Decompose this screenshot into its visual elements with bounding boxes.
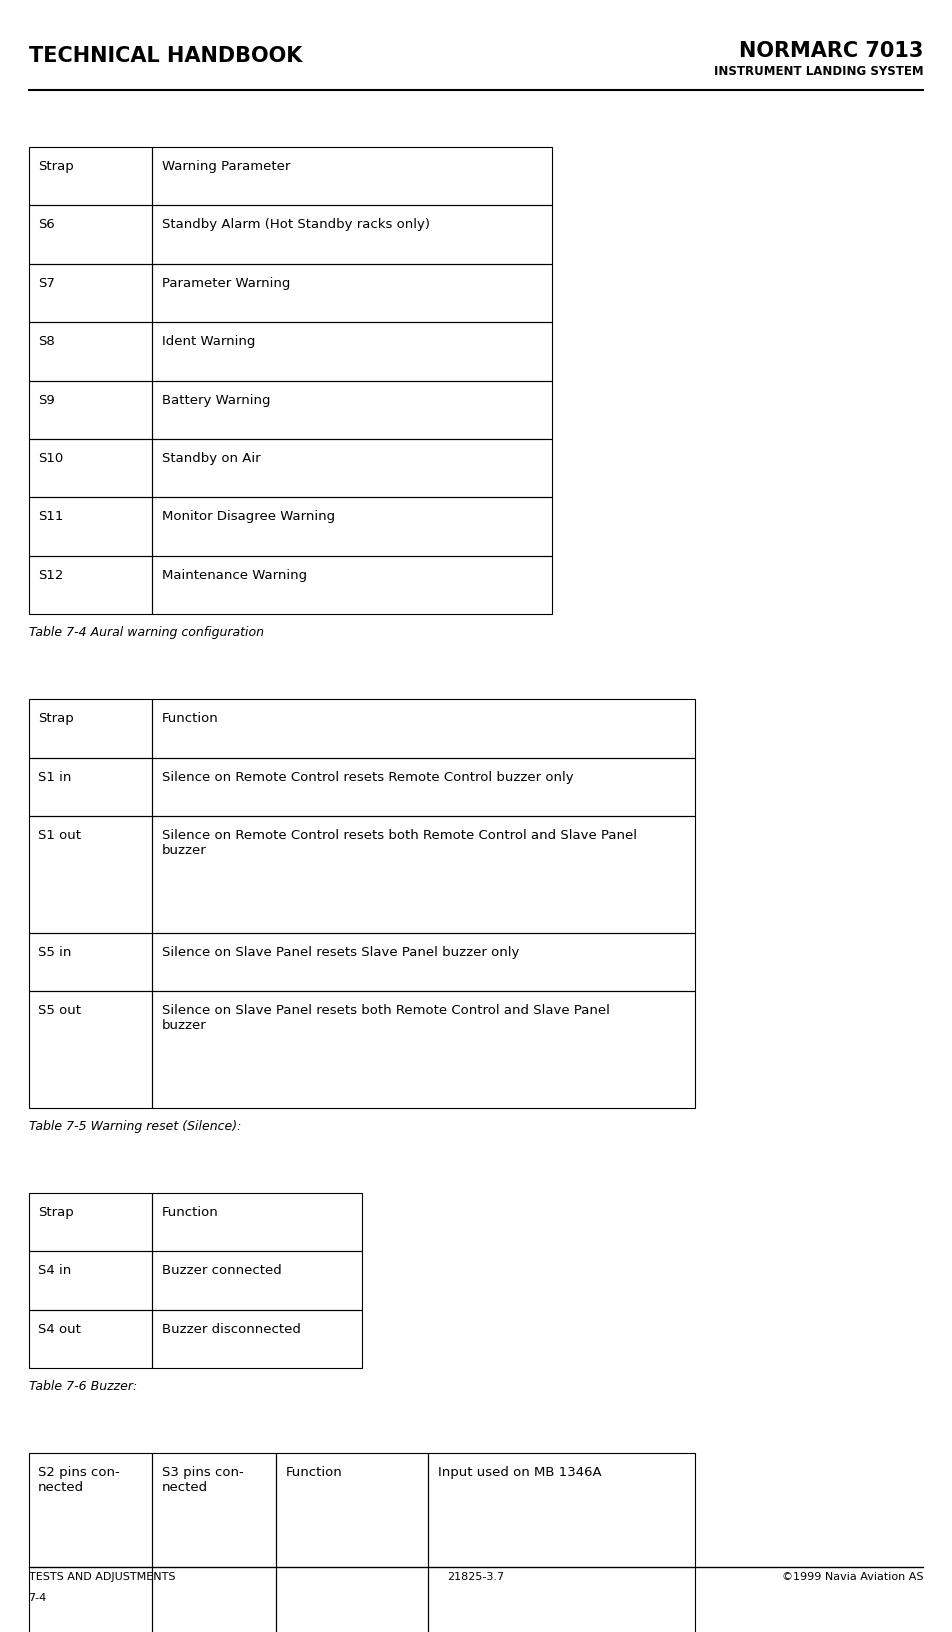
Text: 21825-3.7: 21825-3.7 [447,1572,505,1581]
Text: Buzzer connected: Buzzer connected [162,1265,282,1278]
Text: Maintenance Warning: Maintenance Warning [162,570,307,583]
Bar [152,147,552,206]
Text: INSTRUMENT LANDING SYSTEM: INSTRUMENT LANDING SYSTEM [714,65,923,78]
Bar [152,439,552,498]
Text: S11: S11 [38,511,64,524]
Text: TESTS AND ADJUSTMENTS: TESTS AND ADJUSTMENTS [29,1572,175,1581]
Bar [152,380,552,439]
Text: Strap: Strap [38,712,74,725]
Bar [428,1452,695,1632]
Bar [152,991,695,1108]
Text: S9: S9 [38,393,55,406]
Text: 7-4: 7-4 [29,1593,47,1603]
Text: Warning Parameter: Warning Parameter [162,160,290,173]
Bar [276,1452,428,1632]
Bar [152,698,695,757]
Text: S12: S12 [38,570,64,583]
Text: Silence on Slave Panel resets Slave Panel buzzer only: Silence on Slave Panel resets Slave Pane… [162,947,519,960]
Text: Function: Function [162,712,219,725]
Text: S2 pins con-
nected: S2 pins con- nected [38,1466,120,1495]
Text: Input used on MB 1346A: Input used on MB 1346A [438,1466,602,1479]
Bar [152,1252,362,1310]
Bar [152,206,552,264]
Text: Silence on Remote Control resets Remote Control buzzer only: Silence on Remote Control resets Remote … [162,770,573,783]
Text: Standby Alarm (Hot Standby racks only): Standby Alarm (Hot Standby racks only) [162,219,430,232]
Bar [29,264,152,322]
Bar [29,206,152,264]
Bar [29,991,152,1108]
Bar [152,264,552,322]
Bar [152,557,552,614]
Text: Ident Warning: Ident Warning [162,335,255,348]
Text: S7: S7 [38,277,55,290]
Bar [152,498,552,557]
Text: Function: Function [162,1206,219,1219]
Text: Silence on Slave Panel resets both Remote Control and Slave Panel
buzzer: Silence on Slave Panel resets both Remot… [162,1004,609,1033]
Bar [29,1452,152,1632]
Bar [29,698,152,757]
Text: S4 out: S4 out [38,1324,81,1337]
Bar [152,816,695,934]
Text: Table 7-5 Warning reset (Silence):: Table 7-5 Warning reset (Silence): [29,1120,241,1133]
Text: S10: S10 [38,452,64,465]
Text: NORMARC 7013: NORMARC 7013 [739,41,923,60]
Bar [152,1193,362,1252]
Bar [29,934,152,991]
Text: Strap: Strap [38,1206,74,1219]
Text: S5 in: S5 in [38,947,71,960]
Text: Function: Function [286,1466,343,1479]
Bar [29,147,152,206]
Text: Strap: Strap [38,160,74,173]
Bar [29,1252,152,1310]
Bar [29,816,152,934]
Bar [152,1310,362,1368]
Text: Battery Warning: Battery Warning [162,393,270,406]
Bar [29,439,152,498]
Text: Standby on Air: Standby on Air [162,452,261,465]
Text: S1 out: S1 out [38,829,81,842]
Text: Parameter Warning: Parameter Warning [162,277,290,290]
Bar [29,1193,152,1252]
Text: TECHNICAL HANDBOOK: TECHNICAL HANDBOOK [29,46,302,65]
Bar [29,380,152,439]
Bar [152,757,695,816]
Text: S3 pins con-
nected: S3 pins con- nected [162,1466,244,1495]
Bar [152,934,695,991]
Text: Silence on Remote Control resets both Remote Control and Slave Panel
buzzer: Silence on Remote Control resets both Re… [162,829,637,857]
Bar [29,557,152,614]
Text: S6: S6 [38,219,55,232]
Bar [29,322,152,380]
Bar [152,1452,276,1632]
Text: S8: S8 [38,335,55,348]
Bar [152,322,552,380]
Text: ©1999 Navia Aviation AS: ©1999 Navia Aviation AS [782,1572,923,1581]
Text: S5 out: S5 out [38,1004,81,1017]
Text: S1 in: S1 in [38,770,71,783]
Bar [29,757,152,816]
Text: Table 7-4 Aural warning configuration: Table 7-4 Aural warning configuration [29,625,264,638]
Text: Monitor Disagree Warning: Monitor Disagree Warning [162,511,335,524]
Bar [29,498,152,557]
Bar [29,1310,152,1368]
Text: Buzzer disconnected: Buzzer disconnected [162,1324,301,1337]
Text: Table 7-6 Buzzer:: Table 7-6 Buzzer: [29,1379,137,1392]
Text: S4 in: S4 in [38,1265,71,1278]
